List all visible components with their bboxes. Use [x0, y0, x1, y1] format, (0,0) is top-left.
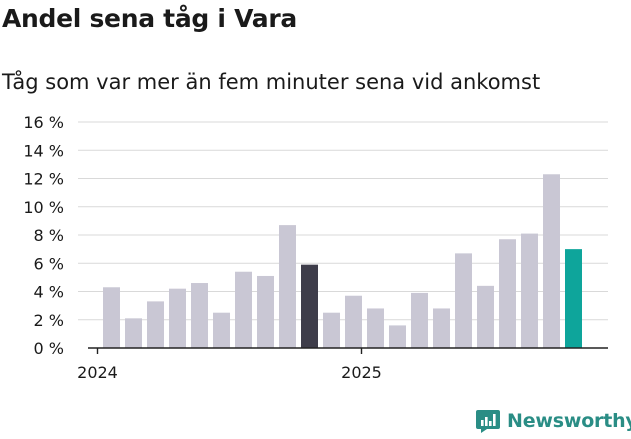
- bar: [191, 283, 208, 348]
- bars: [103, 174, 582, 348]
- chart-subtitle: Tåg som var mer än fem minuter sena vid …: [2, 70, 541, 94]
- bar: [389, 325, 406, 348]
- bar: [411, 292, 428, 348]
- y-tick-label: 10 %: [23, 198, 64, 217]
- y-tick-label: 12 %: [23, 170, 64, 189]
- x-tick-label: 2025: [341, 363, 382, 382]
- bar: [543, 174, 560, 348]
- bar: [213, 312, 230, 348]
- chart-title: Andel sena tåg i Vara: [2, 4, 297, 33]
- bar: [323, 312, 340, 348]
- bar: [499, 239, 516, 348]
- bar: [279, 225, 296, 348]
- bar: [235, 271, 252, 348]
- brand-name: Newsworthy: [507, 410, 631, 432]
- x-axis: 2024 2025: [77, 347, 608, 382]
- y-tick-label: 4 %: [34, 283, 64, 302]
- y-tick-label: 8 %: [34, 226, 64, 245]
- y-axis-ticks: 0 % 2 % 4 % 6 % 8 % 10 % 12 % 14 % 16 %: [23, 113, 64, 358]
- y-tick-label: 2 %: [34, 311, 64, 330]
- y-tick-label: 16 %: [23, 113, 64, 132]
- bar: [125, 318, 142, 348]
- newsworthy-icon: [476, 410, 500, 433]
- y-tick-label: 0 %: [34, 339, 64, 358]
- bar: [477, 285, 494, 348]
- gridlines: [78, 121, 608, 321]
- bar: [147, 301, 164, 348]
- bar: [521, 233, 538, 348]
- bar: [455, 253, 472, 348]
- newsworthy-logo: Newsworthy: [475, 408, 631, 434]
- bar: [367, 308, 384, 348]
- bar: [103, 287, 120, 348]
- bar: [565, 249, 582, 348]
- bar: [433, 308, 450, 348]
- bar: [169, 288, 186, 348]
- bar: [257, 275, 274, 348]
- x-tick-label: 2024: [77, 363, 118, 382]
- bar: [301, 264, 318, 348]
- bar: [345, 295, 362, 348]
- y-tick-label: 14 %: [23, 141, 64, 160]
- y-tick-label: 6 %: [34, 254, 64, 273]
